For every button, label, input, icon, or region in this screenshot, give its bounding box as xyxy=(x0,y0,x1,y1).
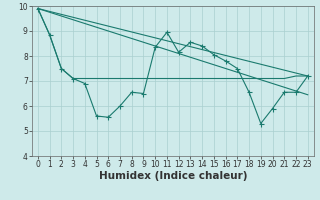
X-axis label: Humidex (Indice chaleur): Humidex (Indice chaleur) xyxy=(99,171,247,181)
